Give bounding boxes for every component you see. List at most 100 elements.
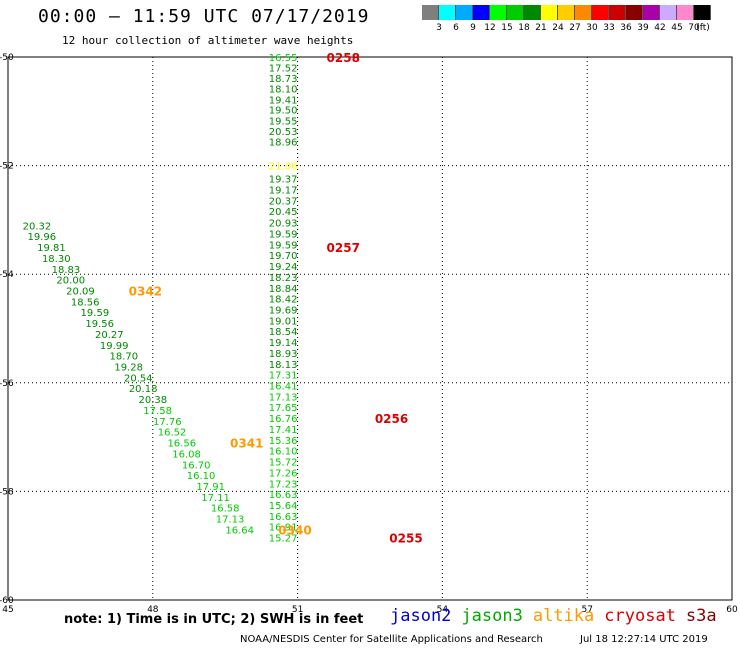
swh-value-label: 15.64 bbox=[269, 501, 298, 512]
color-scale-cell bbox=[660, 5, 677, 20]
satellite-legend: jason2 jason3 altika cryosat s3a bbox=[390, 606, 727, 626]
swh-value-label: 18.42 bbox=[269, 295, 298, 306]
color-scale-cell bbox=[490, 5, 507, 20]
swh-value-label: 17.58 bbox=[143, 406, 172, 417]
swh-value-label: 19.81 bbox=[37, 243, 66, 254]
color-scale-label: 24 bbox=[552, 23, 564, 33]
page-title: 00:00 — 11:59 UTC 07/17/2019 bbox=[38, 6, 370, 27]
swh-value-label: 20.37 bbox=[269, 196, 298, 207]
y-tick-label: -52 bbox=[0, 162, 14, 172]
swh-value-label: 18.56 bbox=[71, 297, 100, 308]
swh-value-label: 20.54 bbox=[124, 373, 153, 384]
swh-value-label: 16.52 bbox=[158, 428, 187, 439]
color-scale-cell bbox=[524, 5, 541, 20]
swh-value-label: 19.69 bbox=[269, 305, 298, 316]
swh-value-label: 21.06 bbox=[269, 162, 298, 173]
swh-value-label: 19.01 bbox=[269, 316, 298, 327]
swh-value-label: 18.96 bbox=[269, 138, 298, 149]
swh-value-label: 20.93 bbox=[269, 219, 298, 230]
legend-item-cryosat: cryosat bbox=[604, 606, 676, 626]
swh-value-label: 20.53 bbox=[269, 127, 298, 138]
y-tick-label: -56 bbox=[0, 379, 14, 389]
x-tick-label: 57 bbox=[581, 605, 592, 615]
legend-item-s3a: s3a bbox=[685, 606, 717, 626]
pass-time-label: 0258 bbox=[327, 51, 360, 65]
color-scale-cell bbox=[473, 5, 490, 20]
swh-value-label: 16.63 bbox=[269, 490, 298, 501]
color-scale-cell bbox=[507, 5, 524, 20]
y-tick-label: -60 bbox=[0, 596, 14, 606]
swh-value-label: 18.23 bbox=[269, 273, 298, 284]
y-tick-label: -54 bbox=[0, 270, 14, 280]
legend-item-jason3: jason3 bbox=[461, 606, 523, 626]
color-scale-cell bbox=[422, 5, 439, 20]
swh-value-label: 19.37 bbox=[269, 175, 298, 186]
swh-value-label: 19.55 bbox=[269, 117, 298, 128]
pass-time-label: 0255 bbox=[389, 532, 422, 546]
swh-value-label: 16.10 bbox=[269, 447, 298, 458]
swh-value-label: 19.24 bbox=[269, 262, 298, 273]
color-scale-label: 15 bbox=[501, 23, 513, 33]
color-scale-cell bbox=[677, 5, 694, 20]
pass-time-label: 0342 bbox=[129, 284, 162, 298]
color-scale-label: 70 bbox=[688, 23, 700, 33]
color-scale-label: 3 bbox=[436, 23, 442, 33]
color-scale-label: 21 bbox=[535, 23, 547, 33]
generation-timestamp: Jul 18 12:27:14 UTC 2019 bbox=[580, 634, 708, 645]
swh-value-label: 16.91 bbox=[269, 523, 298, 534]
swh-value-label: 17.31 bbox=[269, 371, 298, 382]
swh-value-label: 18.70 bbox=[110, 352, 139, 363]
swh-value-label: 17.91 bbox=[196, 482, 225, 493]
color-scale-label: 45 bbox=[671, 23, 683, 33]
pass-time-labels: 0258 0257 0256 0255 0342 0341 0340 bbox=[129, 51, 423, 546]
swh-value-label: 18.84 bbox=[269, 284, 298, 295]
color-scale-cell bbox=[541, 5, 558, 20]
swh-value-label: 16.10 bbox=[187, 471, 216, 482]
swh-value-label: 17.52 bbox=[269, 63, 298, 74]
color-scale-label: 36 bbox=[620, 23, 632, 33]
swh-value-label: 19.17 bbox=[269, 185, 298, 196]
color-scale-label: 30 bbox=[586, 23, 598, 33]
swh-value-label: 17.13 bbox=[269, 392, 298, 403]
swh-value-label: 17.11 bbox=[201, 493, 230, 504]
legend-item-altika: altika bbox=[532, 606, 595, 626]
swh-value-label: 20.45 bbox=[269, 207, 298, 218]
swh-value-label: 17.65 bbox=[269, 403, 298, 414]
swh-value-label: 15.27 bbox=[269, 534, 298, 545]
swh-value-label: 16.41 bbox=[269, 382, 298, 393]
swh-value-label: 19.41 bbox=[269, 95, 298, 106]
swh-value-label: 16.70 bbox=[182, 460, 211, 471]
color-scale-cell bbox=[456, 5, 473, 20]
swh-value-label: 19.50 bbox=[269, 106, 298, 117]
legend-item-jason2: jason2 bbox=[390, 606, 452, 626]
swh-value-label: 20.38 bbox=[138, 395, 167, 406]
swh-value-label: 18.93 bbox=[269, 349, 298, 360]
color-scale-cell bbox=[643, 5, 660, 20]
page-subtitle: 12 hour collection of altimeter wave hei… bbox=[62, 34, 354, 47]
color-scale-cell bbox=[575, 5, 592, 20]
swh-value-label: 18.13 bbox=[269, 360, 298, 371]
swh-value-label: 17.23 bbox=[269, 479, 298, 490]
swh-points: 16.5517.5218.7318.1019.4119.5019.5520.53… bbox=[23, 53, 298, 545]
x-tick-label: 48 bbox=[147, 605, 159, 615]
color-scale-cell bbox=[592, 5, 609, 20]
swh-value-label: 18.83 bbox=[52, 265, 81, 276]
y-tick-label: -58 bbox=[0, 487, 14, 497]
swh-value-label: 17.13 bbox=[216, 515, 245, 526]
color-scale-label: 39 bbox=[637, 23, 649, 33]
swh-value-label: 18.10 bbox=[269, 84, 298, 95]
swh-value-label: 19.99 bbox=[100, 341, 129, 352]
color-scale-cell bbox=[439, 5, 456, 20]
x-tick-label: 45 bbox=[2, 605, 13, 615]
swh-value-label: 18.30 bbox=[42, 254, 71, 265]
color-scale-label: 42 bbox=[654, 23, 666, 33]
swh-value-label: 15.72 bbox=[269, 458, 298, 469]
swh-value-label: 16.76 bbox=[269, 414, 298, 425]
map-grid bbox=[7, 56, 733, 601]
swh-value-label: 18.54 bbox=[269, 327, 298, 338]
units-note: note: 1) Time is in UTC; 2) SWH is in fe… bbox=[64, 612, 364, 627]
color-scale-label: 6 bbox=[453, 23, 459, 33]
swh-value-label: 16.58 bbox=[211, 504, 240, 515]
color-scale-label: 9 bbox=[470, 23, 476, 33]
